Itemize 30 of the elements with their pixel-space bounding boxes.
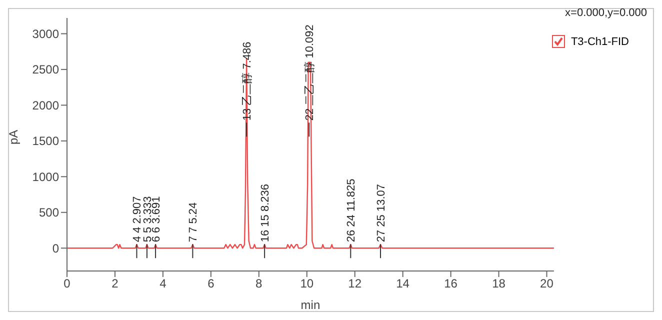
x-tick-label: 12: [348, 276, 362, 291]
y-tick-label: 500: [38, 206, 60, 220]
legend-label: T3-Ch1-FID: [570, 36, 629, 48]
annotation: 22 二乙二醇 10.092: [303, 24, 316, 121]
x-tick-label: 18: [492, 276, 506, 291]
text: x=0.000,y=0.000: [565, 7, 647, 19]
x-tick-label: 6: [208, 276, 215, 291]
x-tick-label: 16: [444, 276, 458, 291]
x-tick-label: 10: [300, 276, 314, 291]
x-tick-label: 4: [160, 276, 167, 291]
y-tick-label: 1000: [32, 170, 60, 184]
x-tick-label: 20: [540, 276, 554, 291]
y-tick-label: 0: [52, 241, 60, 256]
annotation: 7 7 5.24: [188, 202, 200, 242]
annotation: 4 4 2.907: [132, 196, 144, 242]
y-tick-label: 1500: [32, 134, 60, 148]
y-tick-label: 3000: [32, 26, 60, 41]
annotation: 6 6 3.691: [150, 196, 163, 242]
annotation: 26 24 11.825: [346, 178, 358, 242]
x-tick-label: 0: [64, 276, 71, 291]
annotation: 27 25 13.07: [376, 184, 388, 242]
annotation: 13 乙二醇 7.486: [240, 42, 254, 121]
x-tick-label: 14: [396, 276, 410, 291]
annotation: 16 15 8.236: [260, 184, 272, 242]
y-tick-label: 2500: [32, 62, 60, 77]
x-tick-label: 8: [256, 276, 263, 291]
x-tick-label: 2: [112, 276, 119, 291]
x-axis-title: min: [300, 298, 320, 312]
y-tick-label: 2000: [32, 98, 60, 112]
y-axis-title: pA: [6, 130, 20, 144]
